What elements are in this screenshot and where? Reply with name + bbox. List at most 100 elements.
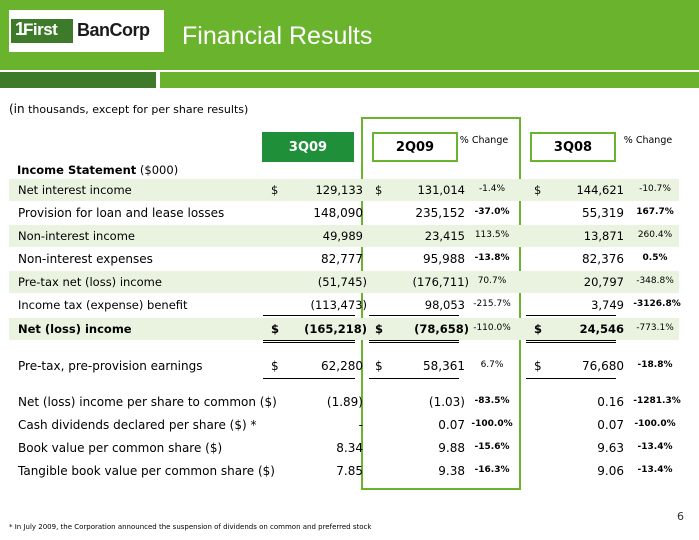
- pct-change-1: -37.0%: [474, 207, 510, 217]
- pct-change-1: -15.6%: [474, 442, 510, 452]
- pct-change-2: 0.5%: [642, 253, 668, 263]
- value-2q09: (176,711): [412, 275, 469, 289]
- value-2q09: 9.88: [438, 441, 465, 455]
- value-2q09: 9.38: [438, 464, 465, 478]
- row-label: Non-interest income: [18, 229, 135, 243]
- dollar-sign: $: [271, 183, 279, 197]
- value-3q09: -: [358, 418, 363, 432]
- pct-change-1: -110.0%: [473, 323, 511, 333]
- value-3q09: 62,280: [321, 359, 363, 373]
- units-note-rest: thousands, except for per share results): [24, 103, 249, 116]
- dollar-sign: $: [375, 359, 383, 373]
- total-rule-2q09-2: [369, 342, 459, 343]
- total-rule-3q09-2: [263, 342, 355, 343]
- value-3q09: 129,133: [315, 183, 363, 197]
- value-3q08: 13,871: [583, 229, 624, 243]
- units-note-paren: (in: [9, 102, 25, 116]
- table-row: Pre-tax, pre-provision earnings $ 62,280…: [9, 355, 679, 377]
- ppe-rule-3q08: [526, 378, 616, 379]
- pct-change-1: 70.7%: [477, 276, 507, 286]
- value-3q09: 148,090: [313, 206, 363, 220]
- value-3q09: (1.89): [326, 395, 363, 409]
- value-3q09: 8.34: [336, 441, 363, 455]
- column-header-pct-change-1: % Change: [459, 135, 509, 146]
- row-label: Net (loss) income per share to common ($…: [18, 395, 277, 409]
- value-3q08: 144,621: [576, 183, 624, 197]
- pct-change-1: -13.8%: [474, 253, 510, 263]
- section-label-bold: Income Statement: [17, 163, 137, 177]
- pct-change-2: -13.4%: [637, 465, 673, 475]
- pct-change-2: -773.1%: [636, 323, 674, 333]
- table-row: Book value per common share ($) 8.34 9.8…: [9, 437, 679, 459]
- row-label: Tangible book value per common share ($): [18, 464, 275, 478]
- pct-change-1: -83.5%: [474, 396, 510, 406]
- row-label: Cash dividends declared per share ($) *: [18, 418, 257, 432]
- first-bancorp-logo: 1 First BanCorp: [9, 10, 164, 52]
- row-label: Net interest income: [18, 183, 132, 197]
- column-header-pct-change-2: % Change: [623, 135, 673, 146]
- logo-first-box: [11, 19, 73, 43]
- value-3q08: 76,680: [582, 359, 624, 373]
- value-3q09: (51,745): [317, 275, 367, 289]
- pct-change-2: 167.7%: [636, 207, 674, 217]
- pct-change-1: -16.3%: [474, 465, 510, 475]
- pct-change-1: 113.5%: [474, 230, 510, 240]
- logo-one: 1: [15, 19, 26, 39]
- accent-bar-light: [160, 72, 699, 88]
- section-label: Income Statement ($000): [17, 163, 178, 177]
- total-rule-3q08-2: [526, 342, 616, 343]
- dollar-sign: $: [534, 183, 542, 197]
- pct-change-2: -348.8%: [636, 276, 674, 286]
- column-2q09-frame: [361, 117, 521, 490]
- row-label: Book value per common share ($): [18, 441, 223, 455]
- pct-change-2: 260.4%: [637, 230, 673, 240]
- value-3q08: 82,376: [582, 252, 624, 266]
- pct-change-1: -215.7%: [473, 299, 511, 309]
- page-title: Financial Results: [182, 22, 373, 50]
- value-3q09: (165,218): [304, 322, 367, 336]
- value-2q09: (78,658): [414, 322, 469, 336]
- units-note: (in thousands, except for per share resu…: [9, 102, 248, 116]
- pct-change-2: -18.8%: [637, 360, 673, 370]
- row-label: Pre-tax net (loss) income: [18, 275, 162, 289]
- dollar-sign: $: [375, 183, 383, 197]
- table-row: Provision for loan and lease losses 148,…: [9, 202, 679, 224]
- pct-change-2: -10.7%: [639, 184, 671, 194]
- total-rule-3q09: [263, 340, 355, 341]
- value-2q09: (1.03): [428, 395, 465, 409]
- table-row: Net (loss) income $ (165,218) $ (78,658)…: [9, 318, 679, 340]
- accent-bar-dark: [0, 72, 156, 88]
- pct-change-1: 6.7%: [480, 360, 504, 370]
- value-3q08: 3,749: [591, 298, 624, 312]
- pct-change-2: -3126.8%: [633, 299, 681, 309]
- value-3q08: 20,797: [583, 275, 624, 289]
- row-label: Pre-tax, pre-provision earnings: [18, 359, 203, 373]
- dollar-sign: $: [534, 359, 542, 373]
- dollar-sign: $: [534, 322, 543, 336]
- ppe-rule-2q09: [369, 378, 459, 379]
- row-label: Non-interest expenses: [18, 252, 153, 266]
- page-number: 6: [677, 510, 684, 523]
- logo-bancorp-text: BanCorp: [77, 20, 150, 40]
- row-label: Provision for loan and lease losses: [18, 206, 225, 220]
- value-2q09: 98,053: [424, 298, 465, 312]
- value-2q09: 95,988: [423, 252, 465, 266]
- row-label: Income tax (expense) benefit: [18, 298, 188, 312]
- total-rule-3q08: [526, 340, 616, 341]
- table-row: Non-interest income 49,989 23,415 113.5%…: [9, 225, 679, 247]
- pct-change-1: -100.0%: [471, 419, 513, 429]
- column-header-3q08: 3Q08: [530, 132, 616, 162]
- value-2q09: 235,152: [415, 206, 465, 220]
- value-2q09: 131,014: [417, 183, 465, 197]
- value-3q08: 9.06: [597, 464, 624, 478]
- value-3q08: 9.63: [597, 441, 624, 455]
- table-row: Pre-tax net (loss) income (51,745) (176,…: [9, 271, 679, 293]
- value-3q09: 49,989: [322, 229, 363, 243]
- subtotal-rule-3q09: [263, 315, 355, 316]
- value-3q08: 24,546: [579, 322, 624, 336]
- table-row: Tangible book value per common share ($)…: [9, 460, 679, 482]
- value-3q08: 0.16: [597, 395, 624, 409]
- pct-change-2: -100.0%: [634, 419, 676, 429]
- dollar-sign: $: [375, 322, 384, 336]
- table-row: Net (loss) income per share to common ($…: [9, 391, 681, 413]
